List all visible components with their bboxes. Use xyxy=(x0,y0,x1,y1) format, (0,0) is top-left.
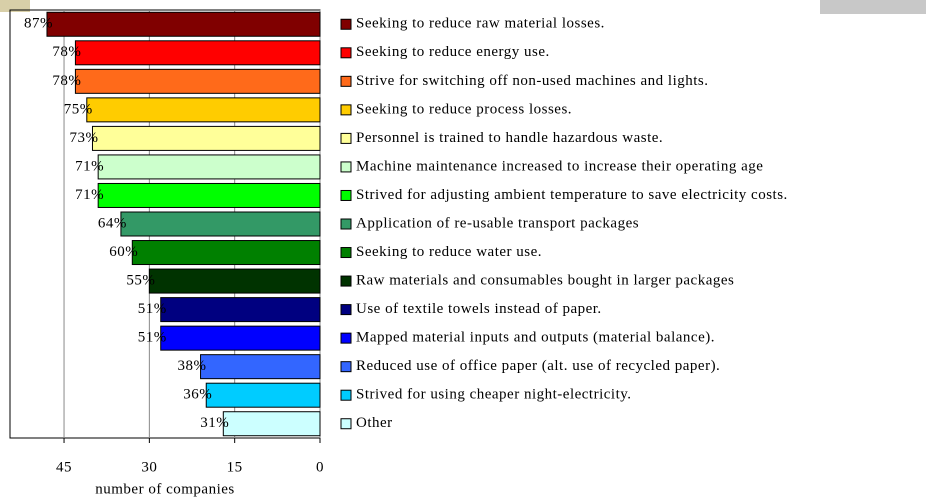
legend-swatch xyxy=(340,161,352,173)
x-tick-label: 15 xyxy=(227,459,243,475)
data-label: 31% xyxy=(200,415,229,431)
x-tick-label: 0 xyxy=(316,459,324,475)
legend-swatch xyxy=(340,304,352,316)
bar xyxy=(120,211,321,237)
bar xyxy=(160,325,321,351)
data-label: 73% xyxy=(69,130,98,146)
data-label: 78% xyxy=(52,44,81,60)
legend-swatch xyxy=(340,47,352,59)
legend-swatch xyxy=(340,75,352,87)
legend-swatch xyxy=(340,247,352,259)
legend-label: Reduced use of office paper (alt. use of… xyxy=(356,358,720,374)
bar xyxy=(91,125,321,151)
legend-label: Strive for switching off non-used machin… xyxy=(356,73,709,89)
data-label: 71% xyxy=(75,187,104,203)
legend-swatch xyxy=(340,275,352,287)
bar xyxy=(46,11,321,37)
bar xyxy=(74,68,321,94)
data-label: 87% xyxy=(24,16,53,32)
bar xyxy=(131,240,321,266)
legend-swatch xyxy=(340,361,352,373)
legend-swatch xyxy=(340,132,352,144)
legend-label: Machine maintenance increased to increas… xyxy=(356,158,763,174)
data-label: 71% xyxy=(75,158,104,174)
legend-swatch xyxy=(340,189,352,201)
legend-label: Seeking to reduce raw material losses. xyxy=(356,16,605,32)
legend-swatch xyxy=(340,218,352,230)
data-label: 78% xyxy=(52,73,81,89)
legend-swatch xyxy=(340,389,352,401)
data-label: 51% xyxy=(138,330,167,346)
legend-label: Strived for adjusting ambient temperatur… xyxy=(356,187,788,203)
bar xyxy=(86,97,321,123)
legend-label: Seeking to reduce process losses. xyxy=(356,101,572,117)
data-label: 36% xyxy=(183,387,212,403)
legend-swatch xyxy=(340,18,352,30)
legend-label: Strived for using cheaper night-electric… xyxy=(356,387,632,403)
legend-label: Seeking to reduce energy use. xyxy=(356,44,550,60)
x-tick-label: 45 xyxy=(56,459,72,475)
legend-label: Raw materials and consumables bought in … xyxy=(356,273,734,289)
legend-label: Seeking to reduce water use. xyxy=(356,244,542,260)
x-tick-label: 30 xyxy=(141,459,157,475)
decoration xyxy=(0,0,30,12)
bar xyxy=(200,354,321,380)
legend-label: Use of textile towels instead of paper. xyxy=(356,301,602,317)
data-label: 55% xyxy=(126,273,155,289)
bar xyxy=(205,382,321,408)
bar xyxy=(160,297,321,323)
legend-label: Other xyxy=(356,415,393,431)
bar xyxy=(74,40,321,66)
data-label: 60% xyxy=(109,244,138,260)
bar xyxy=(222,411,321,437)
legend-label: Application of re-usable transport packa… xyxy=(356,215,639,231)
legend-label: Mapped material inputs and outputs (mate… xyxy=(356,330,715,346)
decoration xyxy=(820,0,926,14)
bar xyxy=(97,182,321,208)
legend-swatch xyxy=(340,332,352,344)
x-axis-title: number of companies xyxy=(95,481,234,497)
bar xyxy=(97,154,321,180)
data-label: 64% xyxy=(98,215,127,231)
data-label: 38% xyxy=(178,358,207,374)
data-label: 51% xyxy=(138,301,167,317)
legend-label: Personnel is trained to handle hazardous… xyxy=(356,130,663,146)
bar xyxy=(148,268,321,294)
data-label: 75% xyxy=(64,101,93,117)
legend-swatch xyxy=(340,418,352,430)
legend-swatch xyxy=(340,104,352,116)
